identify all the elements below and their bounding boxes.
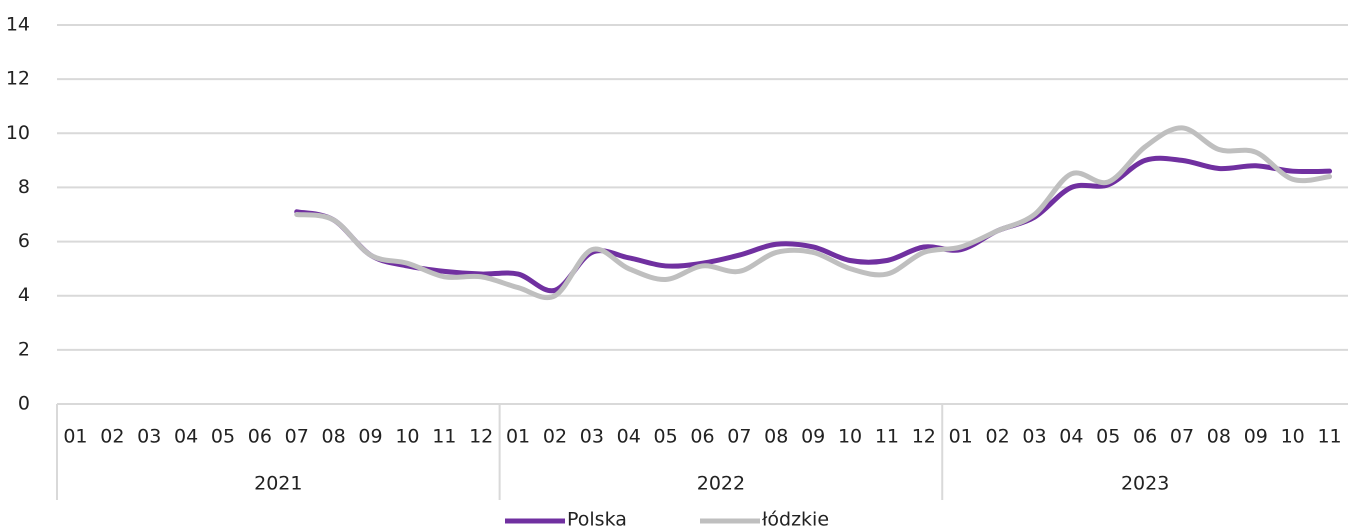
x-tick-label: 04 (617, 426, 641, 448)
x-tick-label: 05 (654, 426, 678, 448)
y-tick-label: 8 (18, 176, 30, 198)
x-tick-label: 04 (1059, 426, 1083, 448)
y-tick-label: 10 (6, 122, 30, 144)
x-tick-label: 05 (211, 426, 235, 448)
y-tick-label: 12 (6, 68, 30, 90)
x-tick-label: 01 (949, 426, 973, 448)
legend-label: łódzkie (762, 509, 829, 531)
x-tick-label: 06 (248, 426, 272, 448)
series-line (294, 155, 1333, 294)
x-tick-label: 02 (100, 426, 124, 448)
x-tick-label: 03 (137, 426, 161, 448)
x-tick-label: 06 (690, 426, 714, 448)
x-tick-label: 02 (543, 426, 567, 448)
x-tick-label: 09 (1244, 426, 1268, 448)
year-label: 2021 (254, 473, 302, 495)
y-tick-label: 14 (6, 14, 30, 36)
x-tick-label: 11 (1317, 426, 1341, 448)
x-tick-label: 02 (985, 426, 1009, 448)
y-tick-label: 6 (18, 230, 30, 252)
y-tick-label: 2 (18, 338, 30, 360)
series-line (294, 125, 1333, 301)
x-tick-label: 01 (506, 426, 530, 448)
x-tick-label: 10 (1281, 426, 1305, 448)
x-tick-label: 07 (727, 426, 751, 448)
x-tick-label: 11 (432, 426, 456, 448)
y-tick-label: 4 (18, 284, 30, 306)
year-label: 2023 (1121, 473, 1169, 495)
x-tick-label: 03 (1022, 426, 1046, 448)
x-tick-label: 06 (1133, 426, 1157, 448)
x-tick-label: 07 (285, 426, 309, 448)
x-tick-label: 09 (358, 426, 382, 448)
x-tick-label: 07 (1170, 426, 1194, 448)
x-tick-label: 10 (395, 426, 419, 448)
x-tick-label: 01 (63, 426, 87, 448)
x-tick-label: 08 (1207, 426, 1231, 448)
x-tick-label: 09 (801, 426, 825, 448)
legend-label: Polska (567, 509, 627, 531)
x-tick-label: 12 (912, 426, 936, 448)
year-label: 2022 (697, 473, 745, 495)
x-tick-label: 11 (875, 426, 899, 448)
x-tick-label: 03 (580, 426, 604, 448)
y-tick-label: 0 (18, 393, 30, 415)
x-tick-label: 10 (838, 426, 862, 448)
x-tick-label: 08 (764, 426, 788, 448)
x-tick-label: 08 (322, 426, 346, 448)
x-tick-label: 12 (469, 426, 493, 448)
x-tick-label: 04 (174, 426, 198, 448)
x-tick-label: 05 (1096, 426, 1120, 448)
